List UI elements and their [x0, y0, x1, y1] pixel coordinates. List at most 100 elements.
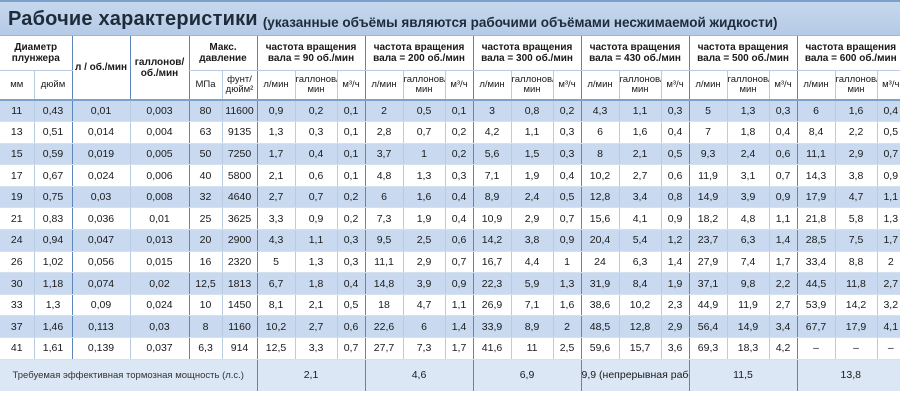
table-cell: 4,3: [580, 100, 620, 123]
table-cell: 2,5: [402, 229, 446, 252]
table-cell: 14,3: [796, 164, 836, 187]
table-cell: 11,1: [796, 143, 836, 166]
table-cell: 11,9: [726, 294, 770, 317]
table-cell: 0,1: [336, 143, 366, 166]
table-cell: 3,4: [768, 315, 798, 339]
table-cell: 2,1: [618, 143, 662, 166]
table-cell: 0,2: [444, 121, 474, 144]
table-cell: 2,7: [256, 186, 295, 209]
table-cell: 1,46: [33, 315, 72, 339]
table-cell: 0,3: [768, 100, 798, 123]
table-cell: 10,2: [256, 315, 295, 339]
table-cell: 0,02: [129, 272, 189, 295]
table-cell: 1,9: [402, 207, 446, 231]
table-row: 17 0,67 0,024 0,006 40 5800 2,1 0,6 0,1 4,8 1,3 0,3…: [0, 164, 900, 187]
table-cell: 0,4: [444, 207, 474, 231]
table-cell: 33,4: [796, 251, 836, 274]
table-cell: 59,6: [580, 337, 620, 360]
table-cell: 0,7: [402, 121, 446, 144]
footer-power-600: 13,8: [796, 359, 900, 392]
table-cell: –: [876, 337, 900, 360]
table-cell: 27,9: [688, 251, 728, 274]
subheader-lmin: л/мин: [472, 70, 512, 100]
table-row: 24 0,94 0,047 0,013 20 2900 4,3 1,1 0,3 9,5 2,5 0,6…: [0, 229, 900, 252]
table-cell: 0,024: [71, 164, 130, 187]
table-cell: 1,1: [510, 121, 554, 144]
table-cell: 1,4: [768, 229, 798, 252]
table-cell: 0,4: [336, 272, 366, 295]
table-cell: 2: [552, 315, 582, 339]
table-cell: 0,9: [256, 100, 295, 123]
table-cell: 12,5: [256, 337, 295, 360]
table-cell: 1,5: [510, 143, 554, 166]
table-body: 11 0,43 0,01 0,003 80 11600 0,9 0,2 0,1 2 0,5 0,1 3 0…: [0, 100, 900, 360]
table-cell: 31,9: [580, 272, 620, 295]
table-cell: 12,5: [188, 272, 222, 295]
table-cell: 44,5: [796, 272, 836, 295]
table-cell: 0,09: [71, 294, 130, 317]
subheader-lmin: л/мин: [256, 70, 295, 100]
table-cell: 0,003: [129, 100, 189, 123]
table-cell: 23,7: [688, 229, 728, 252]
table-cell: 3,8: [834, 164, 878, 187]
table-cell: 0,3: [444, 164, 474, 187]
table-cell: 6: [796, 100, 836, 123]
table-cell: 12,8: [580, 186, 620, 209]
table-cell: 21: [0, 207, 34, 231]
table-cell: 2,7: [618, 164, 662, 187]
table-cell: 0,5: [402, 100, 446, 123]
header-speed-90: частота вращения вала = 90 об./мин: [256, 36, 366, 71]
table-row: 21 0,83 0,036 0,01 25 3625 3,3 0,9 0,2 7,3 1,9 0,4 1…: [0, 207, 900, 231]
subheader-galmin: галлонов/ мин: [510, 70, 554, 100]
table-cell: 0,3: [336, 251, 366, 274]
table-cell: 11600: [221, 100, 257, 123]
table-cell: 3,2: [876, 294, 900, 317]
table-cell: 4,7: [402, 294, 446, 317]
table-cell: 2900: [221, 229, 257, 252]
page-subtitle: (указанные объёмы являются рабочими объё…: [262, 15, 778, 30]
table-cell: 8,9: [472, 186, 512, 209]
table-cell: 9,3: [688, 143, 728, 166]
table-cell: 0,037: [129, 337, 189, 360]
table-cell: 5,9: [510, 272, 554, 295]
table-cell: 26: [0, 251, 34, 274]
table-cell: 4,2: [768, 337, 798, 360]
table-row: 13 0,51 0,014 0,004 63 9135 1,3 0,3 0,1 2,8 0,7 0,2…: [0, 121, 900, 144]
table-cell: 44,9: [688, 294, 728, 317]
table-cell: 5,6: [472, 143, 512, 166]
table-cell: 26,9: [472, 294, 512, 317]
table-cell: 1,4: [660, 251, 690, 274]
header-speed-200: частота вращения вала = 200 об./мин: [364, 36, 474, 71]
table-cell: 24: [580, 251, 620, 274]
table-cell: 0,6: [294, 164, 337, 187]
table-cell: 7,1: [472, 164, 512, 187]
table-cell: 8,4: [618, 272, 662, 295]
table-cell: 48,5: [580, 315, 620, 339]
table-cell: 0,6: [660, 164, 690, 187]
table-cell: 1,7: [768, 251, 798, 274]
table-cell: 0,5: [552, 186, 582, 209]
table-cell: 0,3: [552, 121, 582, 144]
table-cell: 0,75: [33, 186, 72, 209]
table-cell: 2,9: [510, 207, 554, 231]
footer-label: Требуемая эффективная тормозная мощность…: [12, 369, 244, 381]
table-cell: 41,6: [472, 337, 512, 360]
table-cell: 4,3: [256, 229, 295, 252]
table-cell: 2,7: [768, 294, 798, 317]
table-cell: 0,59: [33, 143, 72, 166]
header-diameter: Диаметр плунжера: [0, 36, 72, 71]
table-cell: 9135: [221, 121, 257, 144]
table-cell: 28,5: [796, 229, 836, 252]
subheader-mm: мм: [10, 78, 24, 90]
table-cell: 5: [256, 251, 295, 274]
table-cell: 37,1: [688, 272, 728, 295]
table-cell: 0,51: [33, 121, 72, 144]
table-cell: 1,1: [294, 229, 337, 252]
table-cell: 1,1: [768, 207, 798, 231]
table-cell: 0,056: [71, 251, 130, 274]
table-cell: 18: [364, 294, 404, 317]
table-cell: 1,6: [618, 121, 662, 144]
footer-power-90: 2,1: [256, 359, 366, 392]
subheader-lmin: л/мин: [688, 70, 728, 100]
table-cell: 3,6: [660, 337, 690, 360]
